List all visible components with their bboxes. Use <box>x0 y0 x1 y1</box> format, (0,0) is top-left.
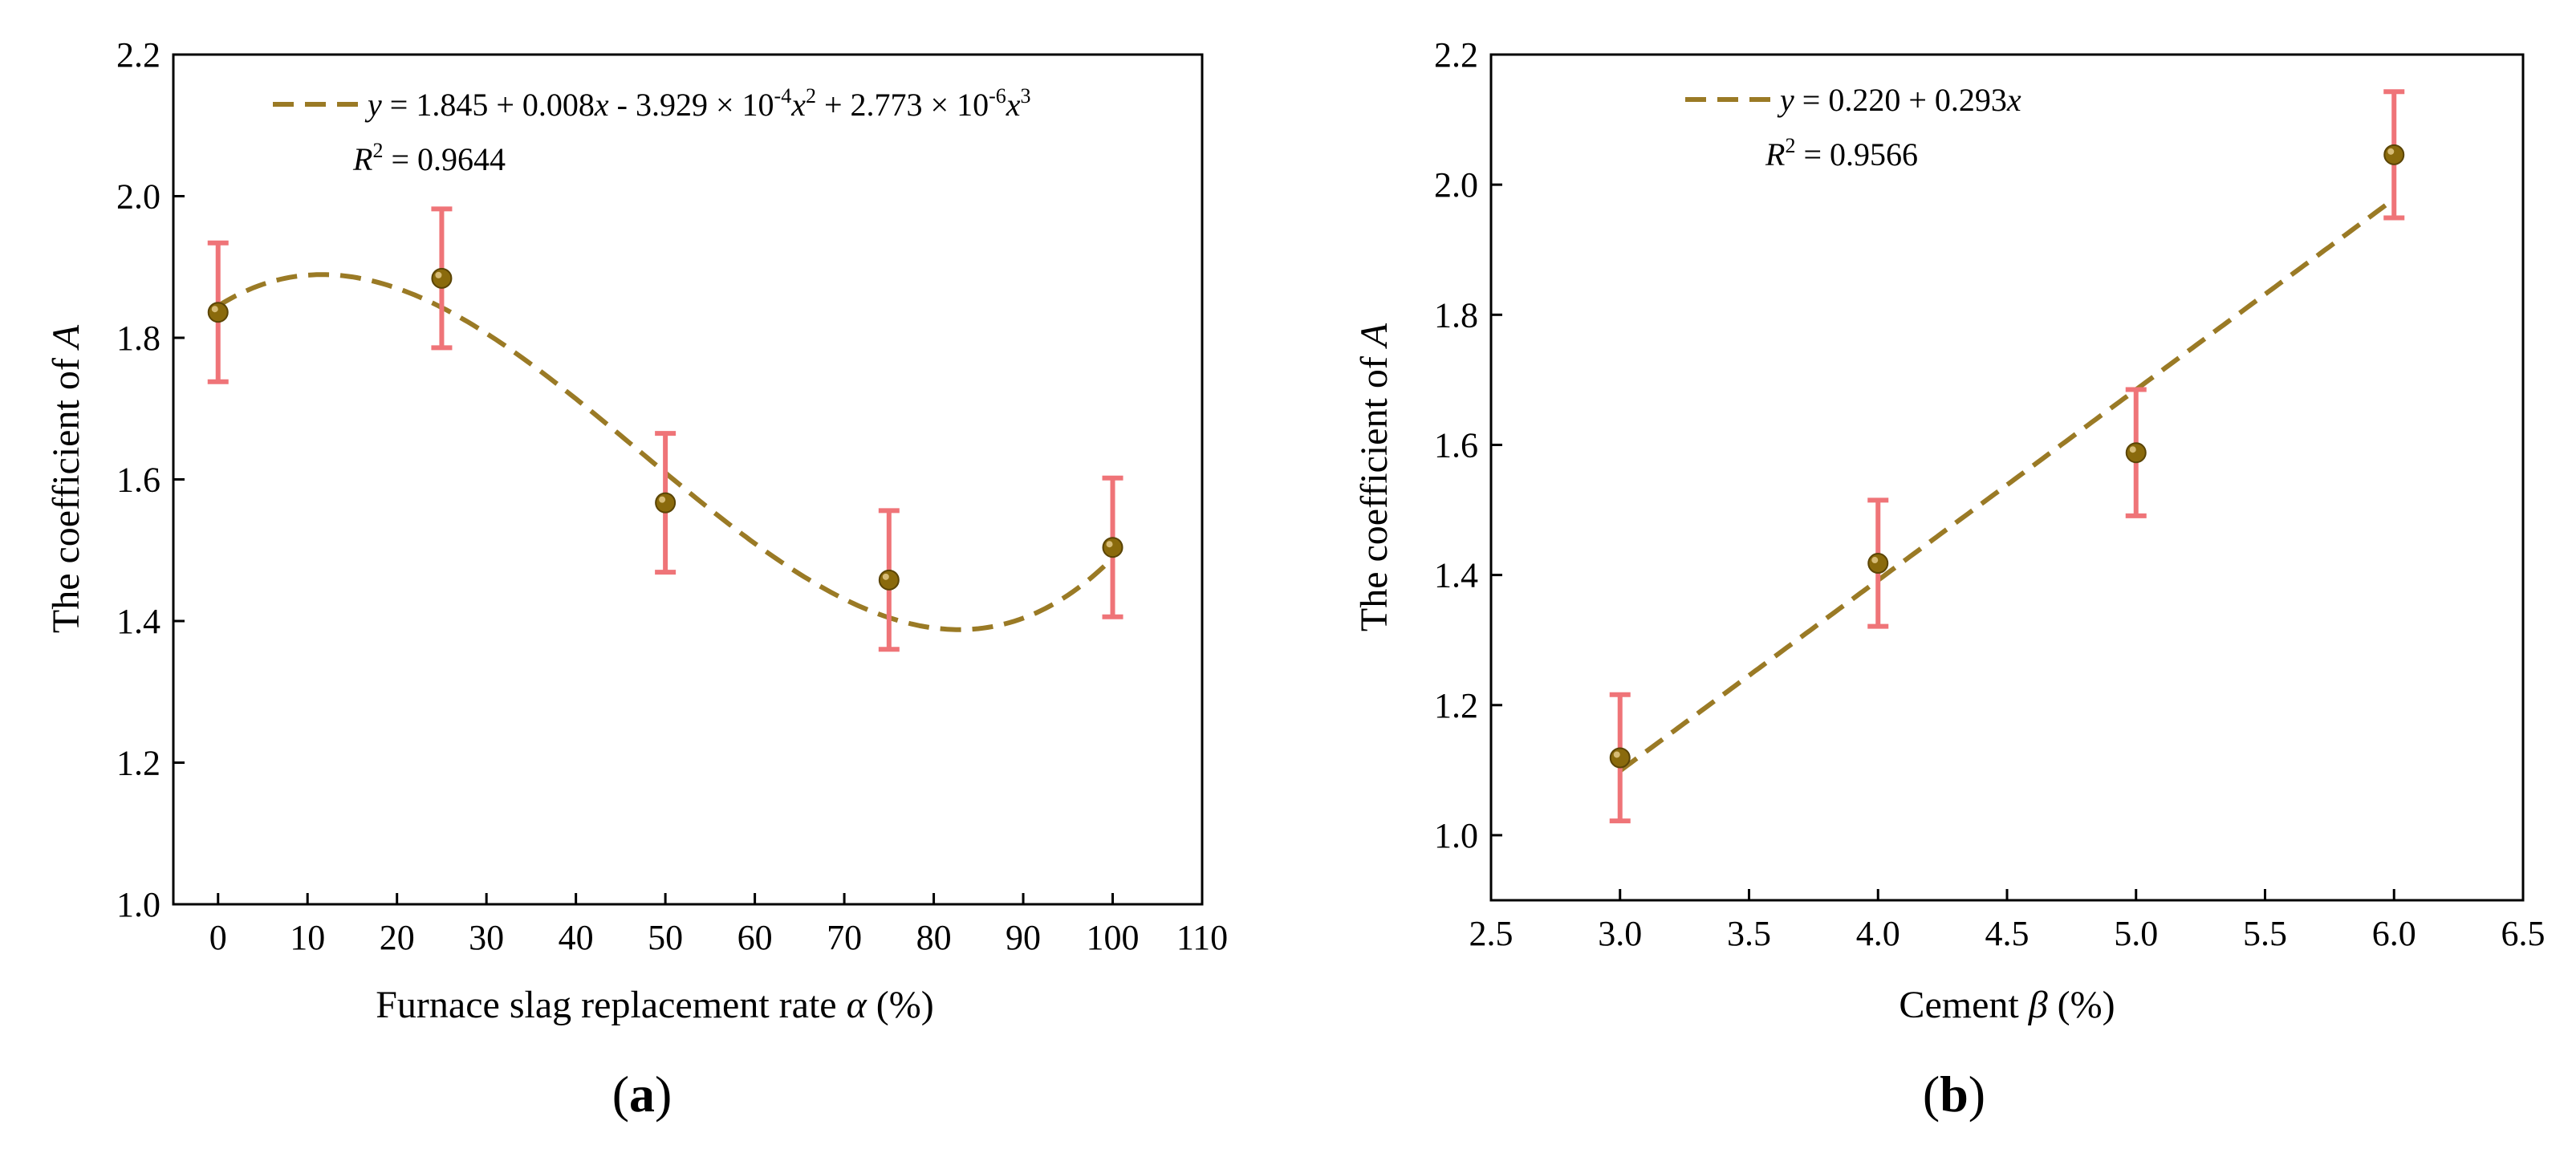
x-tick-label: 6.5 <box>2501 914 2546 953</box>
chart-panel-a: 0 10 20 30 40 50 60 70 80 90 100 110 1.0 1.2 1.4 1.6 1.8… <box>45 35 1228 1123</box>
data-point-highlight <box>1871 557 1879 564</box>
axes-ticks-a: 0 10 20 30 40 50 60 70 80 90 100 110 1.0 1.2 1.4 1.6 1.8… <box>116 35 1228 957</box>
data-point-highlight <box>882 573 889 580</box>
plot-frame-a <box>172 53 1204 906</box>
data-point-highlight <box>2387 148 2395 155</box>
data-point <box>431 267 453 289</box>
data-point <box>1867 553 1889 574</box>
y-tick-label: 1.0 <box>116 885 160 924</box>
panel-label-b: (b) <box>1923 1066 1985 1123</box>
legend-equation-b: y = 0.220 + 0.293x <box>1777 82 2021 118</box>
y-tick-label: 1.6 <box>116 461 160 500</box>
data-point <box>878 569 900 591</box>
data-point <box>1102 537 1123 558</box>
y-tick-label: 1.4 <box>1434 556 1478 595</box>
data-point-highlight <box>211 306 218 313</box>
data-point-highlight <box>1613 751 1620 758</box>
x-tick-label: 0 <box>209 918 227 957</box>
data-point-highlight <box>659 496 666 503</box>
x-tick-label: 3.0 <box>1598 914 1642 953</box>
x-tick-label: 5.5 <box>2243 914 2287 953</box>
data-points-a <box>207 267 1123 591</box>
y-tick-label: 2.2 <box>1434 35 1478 75</box>
x-tick-label: 10 <box>290 918 325 957</box>
x-tick-label: 4.5 <box>1985 914 2030 953</box>
y-tick-label: 1.8 <box>1434 295 1478 335</box>
error-bars-b <box>1609 89 2405 824</box>
x-axis-label-b: Cement β (%) <box>1899 984 2115 1026</box>
y-axis-label-a: The coefficient of A <box>45 324 87 633</box>
chart-panel-b: 2.5 3.0 3.5 4.0 4.5 5.0 5.5 6.0 6.5 1.0 1.2 1.4 1.6 1… <box>1353 35 2546 1123</box>
data-point <box>2383 144 2405 165</box>
y-tick-label: 1.4 <box>116 602 160 641</box>
data-point <box>2125 442 2147 464</box>
y-tick-label: 2.2 <box>116 35 160 75</box>
x-tick-label: 70 <box>827 918 862 957</box>
x-tick-label: 30 <box>469 918 504 957</box>
x-tick-label: 90 <box>1006 918 1041 957</box>
x-tick-label: 20 <box>380 918 415 957</box>
x-tick-label: 100 <box>1087 918 1140 957</box>
y-tick-label: 1.8 <box>116 319 160 358</box>
x-tick-label: 2.5 <box>1469 914 1514 953</box>
data-point <box>655 492 677 514</box>
x-tick-label: 60 <box>737 918 773 957</box>
y-tick-label: 2.0 <box>116 177 160 217</box>
y-tick-label: 1.0 <box>1434 816 1478 855</box>
y-axis-label-b: The coefficient of A <box>1353 323 1396 631</box>
fit-path <box>1619 197 2396 773</box>
fit-line-b <box>1619 197 2396 773</box>
data-point <box>207 302 229 323</box>
data-points-b <box>1609 144 2405 769</box>
x-tick-label: 40 <box>559 918 594 957</box>
y-tick-label: 2.0 <box>1434 165 1478 205</box>
y-tick-label: 1.2 <box>116 744 160 783</box>
y-tick-label: 1.6 <box>1434 425 1478 465</box>
x-tick-label: 110 <box>1176 918 1228 957</box>
legend-equation-a: y = 1.845 + 0.008x - 3.929 × 10-4x2 + 2.… <box>364 84 1031 123</box>
x-tick-label: 80 <box>916 918 952 957</box>
data-point-highlight <box>2129 446 2136 453</box>
y-tick-label: 1.2 <box>1434 686 1478 725</box>
x-tick-label: 4.0 <box>1856 914 1900 953</box>
legend-r2-a: R2 = 0.9644 <box>352 139 506 177</box>
data-point <box>1609 747 1631 769</box>
x-tick-label: 5.0 <box>2114 914 2158 953</box>
panel-label-a: (a) <box>612 1066 672 1123</box>
x-axis-label-a: Furnace slag replacement rate α (%) <box>376 984 934 1026</box>
x-tick-label: 3.5 <box>1727 914 1771 953</box>
plot-frame-b <box>1489 53 2525 902</box>
axes-ticks-b: 2.5 3.0 3.5 4.0 4.5 5.0 5.5 6.0 6.5 1.0 1.2 1.4 1.6 1… <box>1434 35 2546 953</box>
data-point-highlight <box>1106 541 1113 548</box>
legend-r2-b: R2 = 0.9566 <box>1765 134 1918 173</box>
x-tick-label: 6.0 <box>2372 914 2416 953</box>
x-tick-label: 50 <box>648 918 683 957</box>
data-point-highlight <box>435 271 442 278</box>
